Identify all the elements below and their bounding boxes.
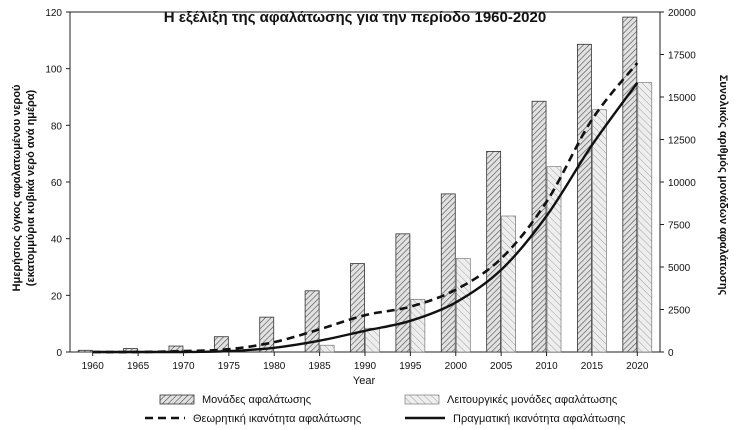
bar-desalination-units	[440, 193, 456, 353]
bar-operational-units	[546, 166, 562, 353]
bar-desalination-units	[304, 290, 320, 353]
legend-label: Μονάδες αφαλάτωσης	[202, 394, 311, 406]
x-tick-label: 1995	[399, 361, 422, 372]
x-tick-label: 1970	[172, 361, 195, 372]
right-tick-label: 17500	[668, 51, 696, 62]
bar-desalination-units	[622, 16, 638, 353]
chart-title: Η εξέλιξη της αφαλάτωσης για την περίοδο…	[164, 9, 546, 26]
x-tick-label: 1990	[354, 361, 377, 372]
bar-desalination-units	[350, 263, 365, 353]
left-axis-title-line2: (εκατομμύρια κυβικά νερό ανά ημέρα)	[25, 89, 37, 286]
x-tick-label: 1965	[127, 361, 150, 372]
legend-label: Λειτουργικές μονάδες αφαλάτωσης	[447, 394, 617, 406]
legend: Μονάδες αφαλάτωσης Λειτουργικές μονάδες α…	[145, 394, 625, 425]
line-theoretical-capacity	[92, 62, 639, 354]
bar-operational-units	[365, 327, 380, 353]
bar-desalination-units	[577, 43, 592, 353]
plot-area	[69, 11, 661, 353]
legend-swatch-operational	[404, 394, 440, 405]
right-tick-label: 0	[668, 348, 674, 359]
bar-operational-units	[501, 215, 516, 353]
bar-operational-units	[592, 109, 607, 353]
left-tick-label: 120	[45, 8, 62, 19]
left-tick-label: 20	[51, 291, 63, 302]
right-tick-label: 20000	[668, 8, 696, 19]
left-tick-label: 60	[51, 178, 63, 189]
bar-desalination-units	[486, 150, 502, 353]
left-tick-label: 80	[51, 121, 63, 132]
left-tick-label: 40	[51, 235, 63, 246]
x-tick-label: 2005	[490, 361, 513, 372]
left-tick-label: 0	[56, 348, 62, 359]
right-tick-label: 15000	[668, 93, 696, 104]
bar-operational-units	[319, 344, 335, 353]
right-tick-label: 2500	[668, 306, 691, 317]
x-tick-label: 2010	[535, 361, 558, 372]
bar-desalination-units	[259, 316, 275, 353]
plot-border	[69, 11, 661, 353]
right-tick-label: 7500	[668, 221, 691, 232]
line-actual-capacity	[92, 82, 639, 354]
bars	[77, 16, 653, 353]
x-tick-label: 1975	[218, 361, 241, 372]
right-tick-label: 10000	[668, 178, 696, 189]
left-axis-title: Ημερήσιος όγκος αφαλατωμένου νερού (εκατ…	[11, 85, 37, 292]
lines	[92, 62, 639, 354]
legend-label: Θεωρητική ικανότητα αφαλάτωσης	[193, 413, 361, 425]
left-axis-title-line1: Ημερήσιος όγκος αφαλατωμένου νερού	[11, 85, 23, 292]
right-tick-label: 12500	[668, 136, 696, 147]
legend-label: Πραγματική ικανότητα αφαλάτωσης	[453, 413, 625, 425]
bar-operational-units	[455, 258, 471, 353]
bar-operational-units	[410, 298, 426, 353]
left-tick-label: 100	[45, 65, 62, 76]
bar-operational-units	[637, 82, 653, 353]
x-tick-label: 1980	[263, 361, 286, 372]
legend-swatch-units	[159, 394, 195, 405]
right-axis-title-text: Συνολικός αριθμός μονάδων αφαλάτωσης	[717, 75, 729, 296]
x-tick-label: 2000	[445, 361, 468, 372]
x-axis-title: Year	[353, 375, 376, 387]
x-tick-label: 1985	[308, 361, 331, 372]
right-tick-label: 5000	[668, 263, 691, 274]
bar-desalination-units	[395, 233, 411, 353]
bar-desalination-units	[77, 349, 93, 353]
x-tick-label: 2020	[626, 361, 649, 372]
x-tick-label: 2015	[581, 361, 604, 372]
x-tick-label: 1960	[82, 361, 105, 372]
axis-ticks: 0 20 40 60 80 100 120 0 2500 5000 7500 10000 12500 15…	[45, 8, 696, 372]
right-axis-title: Συνολικός αριθμός μονάδων αφαλάτωσης	[717, 75, 729, 296]
